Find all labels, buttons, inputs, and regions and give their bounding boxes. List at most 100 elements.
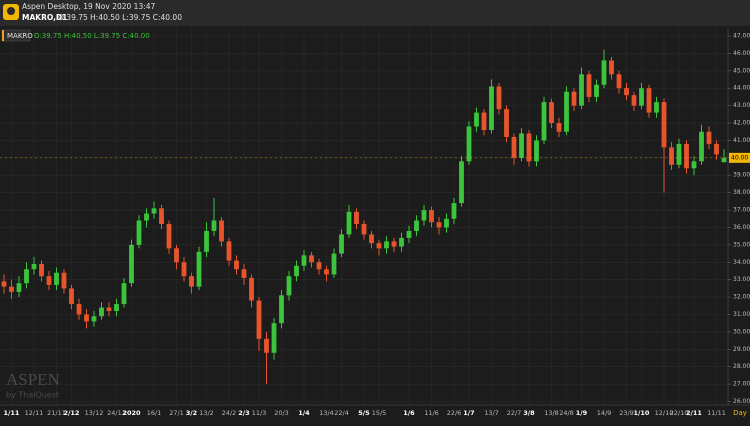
candle-body — [204, 230, 209, 252]
candle-body — [526, 133, 532, 162]
y-tick-label: 28.00 — [733, 363, 750, 370]
x-tick-label: 22/7 — [507, 409, 522, 417]
candle-body — [444, 218, 449, 228]
x-tick-label: 16/1 — [147, 409, 162, 417]
candle-body — [624, 88, 629, 96]
candle-body — [69, 288, 74, 305]
x-tick-label: 1/6 — [403, 409, 415, 417]
x-tick-label: 13/2 — [199, 409, 214, 417]
candle-body — [594, 84, 599, 97]
candle-body — [504, 109, 509, 137]
candle-body — [436, 222, 442, 228]
x-tick-label: 1/7 — [463, 409, 474, 417]
candle-body — [534, 140, 539, 162]
app-icon-glyph — [7, 7, 15, 15]
y-tick-label: 42.00 — [733, 120, 750, 127]
candle-body — [661, 102, 667, 148]
x-tick-label: 23/9 — [619, 409, 634, 417]
candle-body — [309, 255, 314, 263]
x-tick-label: 13/12 — [85, 409, 104, 417]
y-tick-label: 33.00 — [733, 276, 750, 283]
candle-body — [451, 203, 457, 219]
x-tick-label: 13/7 — [484, 409, 499, 417]
y-tick-label: 45.00 — [733, 67, 750, 74]
candle-body — [219, 220, 224, 242]
y-tick-label: 35.00 — [733, 241, 750, 248]
candle-body — [481, 112, 487, 130]
candle-body — [279, 295, 284, 324]
y-tick-label: 29.00 — [733, 346, 750, 353]
y-tick-label: 32.00 — [733, 294, 750, 301]
header-ohlc: O:39.75 H:40.50 L:39.75 C:40.00 — [58, 13, 182, 22]
candle-body — [316, 262, 322, 270]
x-tick-label: 22/4 — [334, 409, 349, 417]
candle-body — [106, 307, 112, 312]
candle-body — [256, 300, 262, 339]
candle-body — [669, 147, 674, 165]
y-tick-label: 34.00 — [733, 259, 750, 266]
x-tick-label: 13/4 — [319, 409, 334, 417]
y-tick-label: 38.00 — [733, 189, 750, 196]
candle-body — [39, 264, 44, 277]
candle-body — [166, 223, 172, 249]
x-tick-label: 13/8 — [544, 409, 559, 417]
candle-body — [99, 307, 104, 317]
candle-body — [646, 88, 652, 113]
y-tick-label: 43.00 — [733, 102, 750, 109]
x-tick-label: 15/5 — [372, 409, 387, 417]
legend-accent — [2, 30, 4, 41]
candle-body — [421, 210, 427, 221]
candle-body — [474, 112, 479, 127]
candle-body — [564, 91, 569, 132]
app-title: Aspen Desktop, 19 Nov 2020 13:47 — [22, 2, 156, 11]
candle-body — [174, 248, 179, 263]
y-tick-label: 36.00 — [733, 224, 750, 231]
candle-body — [691, 161, 697, 169]
candle-body — [264, 338, 269, 353]
x-tick-label: 12/11 — [25, 409, 44, 417]
candle-body — [181, 262, 187, 277]
candle-body — [1, 281, 7, 287]
x-tick-label: 11/11 — [707, 409, 726, 417]
candle-body — [294, 265, 299, 277]
x-tick-label: 5/5 — [358, 409, 370, 417]
x-tick-label: 21/11 — [47, 409, 66, 417]
candle-body — [331, 253, 337, 275]
candle-body — [211, 220, 217, 231]
symbol: MAKRO,D1 — [22, 13, 67, 22]
candle-body — [459, 161, 464, 204]
candle-body — [121, 283, 127, 305]
candle-body — [699, 131, 704, 162]
y-tick-label: 30.00 — [733, 328, 750, 335]
y-tick-label: 27.00 — [733, 381, 750, 388]
candle-body — [151, 208, 157, 214]
candle-body — [579, 74, 584, 106]
candle-body — [511, 136, 517, 158]
candle-body — [631, 95, 637, 106]
candle-body — [571, 91, 577, 106]
x-tick-label: 27/1 — [169, 409, 184, 417]
y-tick-label: 44.00 — [733, 85, 750, 92]
y-tick-label: 47.00 — [733, 33, 750, 40]
x-tick-label: 2020 — [122, 409, 141, 417]
candle-body — [129, 244, 134, 284]
y-tick-label: 26.00 — [733, 398, 750, 405]
candle-body — [684, 143, 689, 169]
x-tick-label: 12/10 — [655, 409, 674, 417]
candle-body — [556, 123, 562, 132]
candle-body — [346, 211, 352, 235]
timeframe: Day — [733, 409, 747, 417]
candle-body — [361, 223, 367, 235]
candle-body — [31, 264, 37, 270]
y-tick-label: 46.00 — [733, 50, 750, 57]
last-price-label: 40.00 — [731, 154, 748, 161]
x-tick-label: 3/8 — [523, 409, 535, 417]
x-tick-label: 1/9 — [576, 409, 588, 417]
x-tick-label: 22/10 — [670, 409, 689, 417]
y-tick-label: 37.00 — [733, 207, 750, 214]
candle-body — [466, 126, 472, 162]
x-tick-label: 14/9 — [597, 409, 612, 417]
candle-body — [144, 213, 149, 221]
